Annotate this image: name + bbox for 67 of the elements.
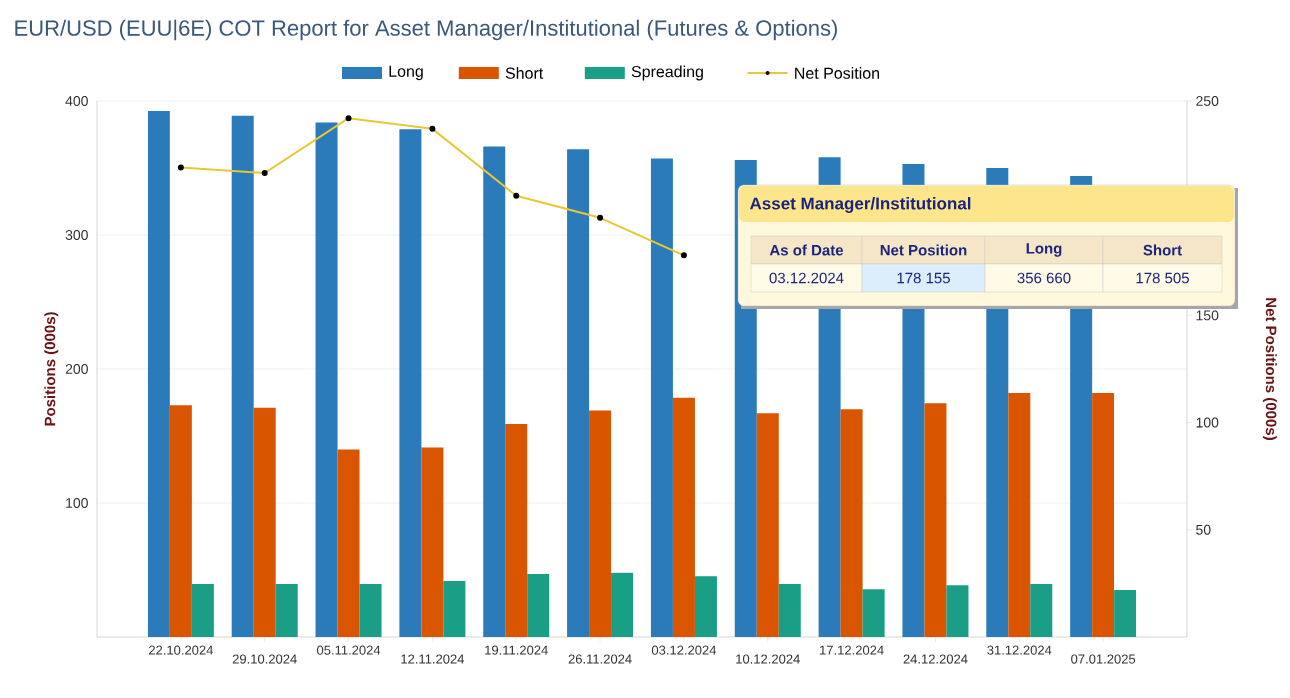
- bar: [1092, 393, 1115, 637]
- annotation: Short: [1143, 244, 1182, 256]
- bar: [650, 158, 673, 637]
- x-tick-label: 22.10.2024: [148, 645, 213, 655]
- bar: [611, 572, 634, 637]
- y2-tick-label: 250: [1196, 96, 1219, 106]
- y-tick-label: 400: [65, 96, 88, 106]
- bar: [399, 129, 422, 637]
- y2-tick-label: 100: [1196, 417, 1219, 428]
- annotation: 178 155: [897, 272, 950, 284]
- bar: [694, 576, 717, 637]
- legend-label: Spreading: [631, 65, 703, 81]
- y2-tick-label: 150: [1196, 310, 1219, 321]
- bar: [1114, 590, 1137, 637]
- bar: [421, 447, 444, 637]
- bar: [862, 589, 885, 637]
- annotation: Long: [1026, 243, 1062, 257]
- x-tick-label: 05.11.2024: [317, 645, 381, 655]
- x-tick-label: 07.01.2025: [1071, 654, 1136, 664]
- bar: [483, 146, 506, 637]
- bar: [231, 115, 254, 637]
- bar: [169, 405, 192, 637]
- bar: [840, 409, 863, 637]
- bar: [567, 149, 590, 637]
- bar: [505, 423, 528, 637]
- bar: [527, 574, 550, 637]
- bar: [147, 111, 170, 637]
- bar: [924, 403, 947, 637]
- annotation: Net Position: [880, 244, 967, 256]
- x-tick-label: 29.10.2024: [232, 654, 297, 664]
- y-tick-label: 100: [66, 498, 88, 508]
- x-tick-label: 10.12.2024: [736, 654, 800, 664]
- x-tick-label: 12.11.2024: [401, 654, 465, 664]
- y2-axis-title: Net Positions (000s): [1262, 298, 1277, 440]
- annotation: Asset Manager/Institutional: [749, 197, 971, 213]
- bar: [1030, 584, 1053, 637]
- y-axis-title: Positions (000s): [44, 312, 59, 426]
- bar: [337, 449, 360, 637]
- x-tick-label: 19.11.2024: [485, 645, 548, 655]
- bar: [315, 122, 338, 637]
- bar: [1008, 393, 1031, 637]
- bar: [756, 413, 779, 637]
- y-tick-label: 300: [65, 230, 88, 240]
- annotation: As of Date: [769, 244, 844, 256]
- bar: [778, 584, 801, 637]
- annotation: 178 505: [1136, 272, 1189, 284]
- legend-label: Net Position: [795, 67, 880, 79]
- chart-title: EUR/USD (EUU|6E) COT Report for Asset Manager/Institutional (Futures & Options): [15, 19, 837, 41]
- annotation: 356 660: [1017, 272, 1071, 284]
- bar: [443, 581, 466, 637]
- bar: [253, 407, 276, 637]
- y2-tick-label: 50: [1196, 524, 1211, 535]
- bar: [275, 584, 298, 637]
- bar: [946, 585, 969, 637]
- x-tick-label: 31.12.2024: [987, 645, 1052, 655]
- x-tick-label: 26.11.2024: [568, 654, 632, 664]
- x-tick-label: 03.12.2024: [651, 645, 717, 655]
- bar: [359, 584, 382, 637]
- x-tick-label: 24.12.2024: [903, 654, 968, 664]
- legend-label: Long: [389, 65, 423, 81]
- bar: [672, 397, 695, 637]
- bar: [191, 584, 214, 637]
- legend-label: Short: [505, 67, 544, 79]
- y-tick-label: 200: [65, 364, 88, 374]
- x-tick-label: 17.12.2024: [820, 645, 884, 655]
- annotation: 03.12.2024: [769, 272, 844, 284]
- bar: [589, 410, 612, 637]
